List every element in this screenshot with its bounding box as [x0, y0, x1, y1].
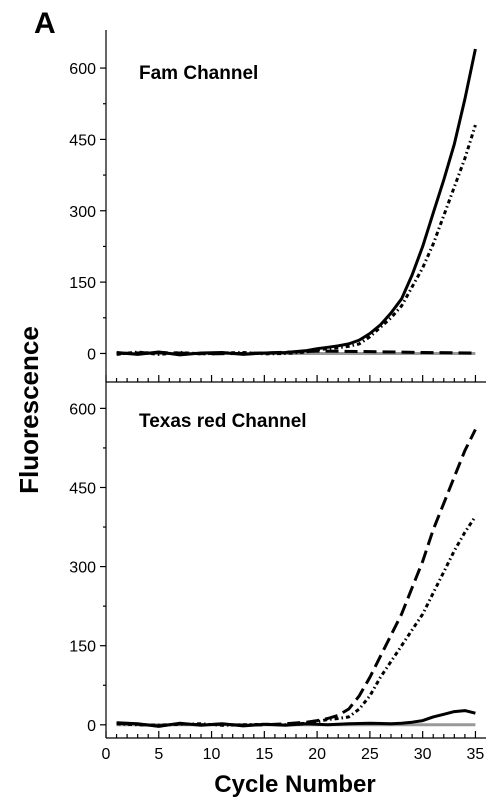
x-tick-label: 5 [154, 746, 163, 763]
y-tick-label: 300 [69, 204, 96, 221]
panel-label: A [34, 7, 56, 40]
dashed-series-line [116, 428, 477, 728]
texas-red-channel-title: Texas red Channel [139, 411, 307, 432]
x-tick-label: 35 [467, 746, 485, 763]
y-tick-label: 150 [69, 275, 96, 292]
fam-channel-panel: Fam Channel 0 150 300 450 600 [69, 30, 486, 383]
x-tick-label: 25 [361, 746, 379, 763]
solid-series-line [116, 48, 477, 357]
dot-dash-series-line [116, 515, 477, 727]
dot-dash-series-line [116, 124, 477, 356]
x-tick-label: 20 [308, 746, 326, 763]
x-tick-label: 10 [203, 746, 221, 763]
y-tick-label: 0 [87, 718, 96, 735]
x-axis-label: Cycle Number [214, 771, 375, 798]
x-tick-label: 0 [102, 746, 111, 763]
y-tick-label: 600 [69, 61, 96, 78]
x-tick-label: 15 [255, 746, 273, 763]
y-tick-label: 150 [69, 639, 96, 656]
y-tick-label: 450 [69, 480, 96, 497]
y-tick-label: 450 [69, 132, 96, 149]
fam-channel-title: Fam Channel [139, 63, 258, 84]
y-axis-label: Fluorescence [14, 326, 44, 494]
x-tick-label: 30 [414, 746, 432, 763]
dashed-series-line [116, 349, 476, 356]
y-tick-label: 600 [69, 401, 96, 418]
y-tick-label: 300 [69, 560, 96, 577]
y-tick-label: 0 [87, 346, 96, 363]
solid-series-line [116, 709, 476, 728]
texas-red-channel-panel: Texas red Channel 0 150 300 450 600 0 5 10 15 20 2… [69, 382, 486, 763]
